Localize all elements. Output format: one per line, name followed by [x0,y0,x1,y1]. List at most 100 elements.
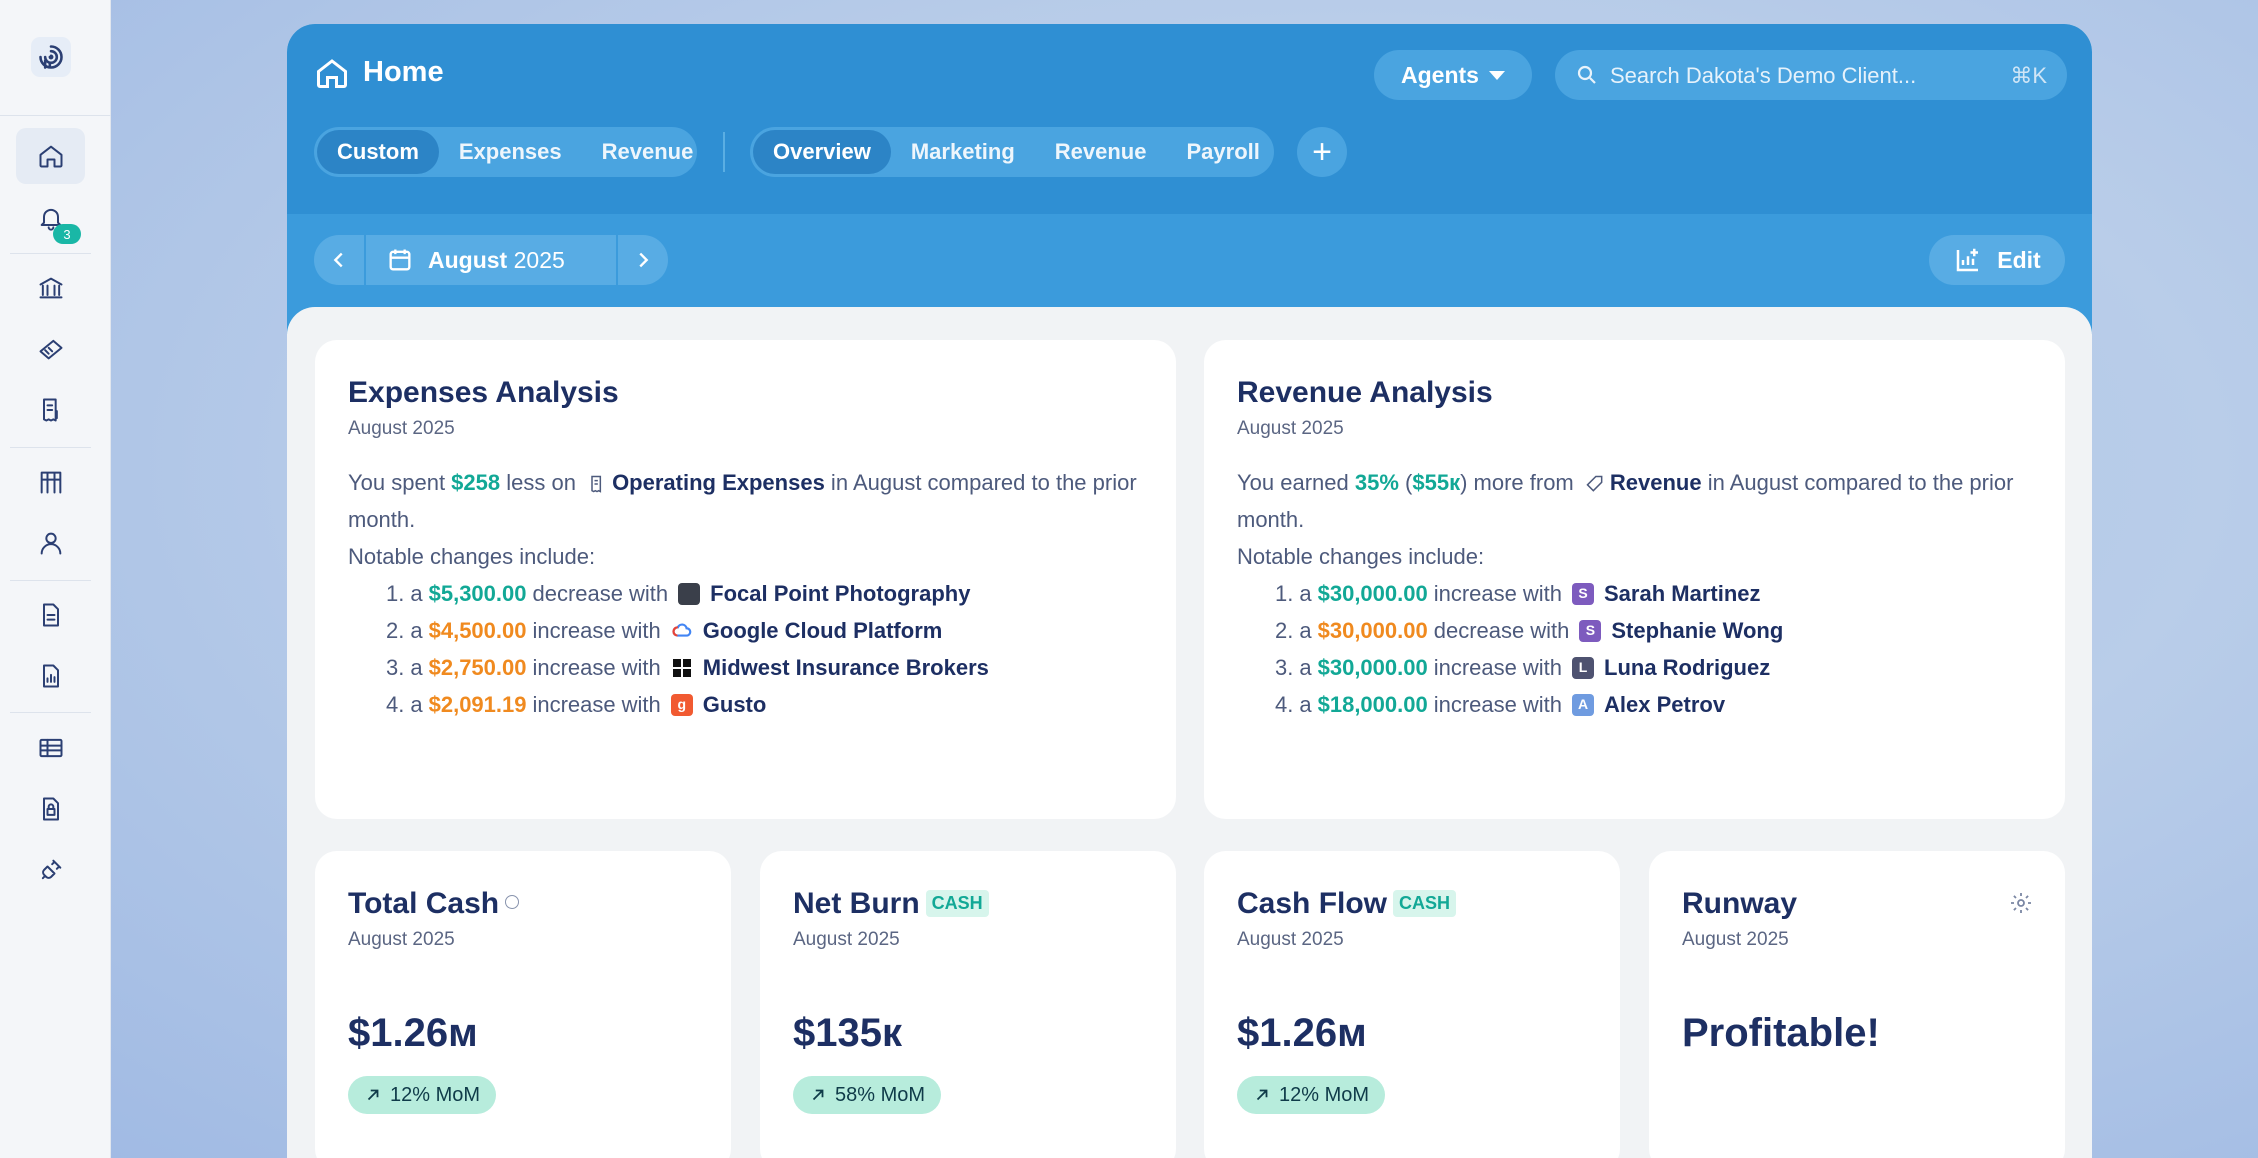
revenue-analysis-card: Revenue Analysis August 2025 You earned … [1204,340,2065,819]
header: Home Agents Search Dakota's Demo Client.… [287,24,2092,214]
sidebar-item-people[interactable] [16,515,85,571]
list-item: 3. a $30,000.00 increase with L Luna Rodri… [1275,649,2037,686]
previous-month-button[interactable] [314,235,364,285]
avatar: S [1579,619,1602,642]
runway-card[interactable]: Runway August 2025 Profitable! [1649,851,2065,1158]
card-title: Cash Flow [1237,887,1388,920]
card-subtitle: August 2025 [793,929,900,950]
app-logo[interactable] [31,37,71,77]
vendor-link[interactable]: Google Cloud Platform [702,618,943,643]
tab-payroll[interactable]: Payroll [1186,139,1260,164]
sidebar-item-notifications[interactable] [16,190,85,246]
sidebar-item-home[interactable] [16,128,85,184]
settings-button[interactable] [2009,891,2033,915]
sidebar-divider [10,253,91,254]
vendor-link[interactable]: Focal Point Photography [710,581,971,606]
home-icon [314,55,350,91]
agents-dropdown[interactable]: Agents [1374,50,1532,100]
sidebar-item-cards[interactable] [16,321,85,377]
sidebar-item-documents[interactable] [16,587,85,643]
building-icon [40,471,61,494]
vendor-link[interactable]: Gusto [702,692,767,717]
tab-custom[interactable]: Custom [317,130,439,174]
edit-button[interactable]: Edit [1929,235,2065,285]
list-item: 1. a $30,000.00 increase with S Sarah Mart… [1275,575,2037,612]
metric-value: $1.26м [1237,1011,1367,1055]
agents-label: Agents [1401,61,1479,88]
tab-revenue-dashboard[interactable]: Revenue [1054,139,1147,164]
arrow-up-right-icon [1256,1089,1268,1101]
tab-overview[interactable]: Overview [753,130,891,174]
metric-value: Profitable! [1682,1011,1880,1055]
analysis-summary: You spent $258 less on Operating Expense… [348,470,1137,532]
list-item: 1. a $5,300.00 decrease with Focal Point P… [386,575,1148,612]
tab-revenue[interactable]: Revenue [601,139,694,164]
category-link[interactable]: Operating Expenses [612,470,825,495]
customer-link[interactable]: Sarah Martinez [1604,581,1761,606]
expenses-analysis-card: Expenses Analysis August 2025 You spent … [315,340,1176,819]
bell-icon [40,208,61,231]
search-icon [1577,65,1596,84]
total-cash-card[interactable]: Total Cash August 2025 $1.26м 12% MoM [315,851,731,1158]
report-icon [42,664,59,688]
card-subtitle: August 2025 [348,418,455,439]
document-icon [42,603,59,627]
chevron-right-icon [639,252,649,268]
cash-tag: CASH [1393,890,1457,917]
sidebar-item-ledger[interactable] [16,720,85,776]
sidebar-item-integrations[interactable] [16,842,85,898]
list-item: 4. a $2,091.19 increase with g Gusto [386,686,1148,723]
card-subtitle: August 2025 [1237,929,1344,950]
edit-label: Edit [1997,246,2041,273]
card-title: Total Cash [348,887,500,920]
notification-badge: 3 [53,224,81,244]
grid-logo-icon [671,657,693,679]
month-picker[interactable]: August 2025 [364,235,618,285]
cube-icon [678,582,701,605]
list-item: 4. a $18,000.00 increase with A Alex Petro… [1275,686,2037,723]
expenses-change-list: 1. a $5,300.00 decrease with Focal Point P… [348,575,1148,723]
card-subtitle: August 2025 [348,929,455,950]
period-month: August [428,246,508,273]
customer-link[interactable]: Alex Petrov [1604,692,1726,717]
metric-value: $135к [793,1011,903,1055]
tab-expenses[interactable]: Expenses [458,139,562,164]
person-icon [40,532,61,555]
next-month-button[interactable] [618,235,668,285]
cash-flow-card[interactable]: Cash Flow CASH August 2025 $1.26м 12% MoM [1204,851,1620,1158]
dashboard-group-tabs: Custom Expenses Revenue [314,127,697,177]
dashboard-content: Expenses Analysis August 2025 You spent … [287,307,2092,1158]
tag-icon [1584,473,1606,495]
chevron-left-icon [333,252,343,268]
sidebar-item-tax[interactable] [16,781,85,837]
tab-marketing[interactable]: Marketing [910,139,1015,164]
plug-icon [41,859,61,880]
receipt-icon [586,473,608,495]
home-icon [39,145,62,168]
sidebar-divider [0,115,111,116]
change-badge: 12% MoM [1237,1076,1386,1114]
date-navigator: August 2025 [314,235,668,285]
category-link[interactable]: Revenue [1609,470,1702,495]
analysis-text: You earned 35% ($55к) more from Revenue … [1237,464,2037,723]
bank-icon [39,277,62,299]
customer-link[interactable]: Stephanie Wong [1611,618,1784,643]
card-title: Revenue Analysis [1237,376,1493,409]
vendor-link[interactable]: Midwest Insurance Brokers [702,655,989,680]
sidebar-item-bills[interactable] [16,382,85,438]
revenue-change-list: 1. a $30,000.00 increase with S Sarah Mart… [1237,575,2037,723]
search-placeholder: Search Dakota's Demo Client... [1610,63,1917,88]
card-icon [39,339,62,360]
avatar: A [1572,693,1594,716]
add-dashboard-button[interactable]: + [1297,127,1347,177]
sidebar: 3 [0,0,111,1158]
search-input[interactable]: Search Dakota's Demo Client... ⌘K [1555,50,2067,100]
sidebar-item-banking[interactable] [16,260,85,316]
card-title: Expenses Analysis [348,376,619,409]
net-burn-card[interactable]: Net Burn CASH August 2025 $135к 58% MoM [760,851,1176,1158]
customer-link[interactable]: Luna Rodriguez [1604,655,1771,680]
sidebar-item-vendors[interactable] [16,454,85,510]
info-icon[interactable] [505,895,520,909]
sidebar-item-reports[interactable] [16,648,85,704]
sidebar-divider [10,447,91,448]
